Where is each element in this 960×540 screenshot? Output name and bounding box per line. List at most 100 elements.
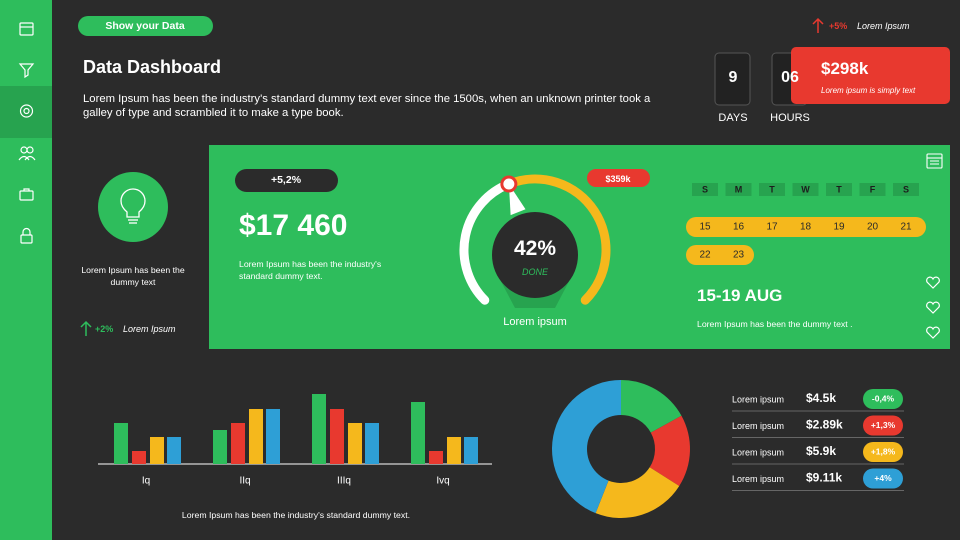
revenue-badge [235, 169, 338, 192]
calendar-date: 15 [699, 222, 711, 233]
weekday: S [903, 184, 909, 194]
gauge-arc [459, 179, 514, 305]
stat-badge [863, 389, 903, 409]
countdown-label: HOURS [770, 112, 810, 124]
bar [464, 437, 478, 464]
trend-up-icon [80, 320, 92, 336]
bar [249, 409, 263, 464]
stat-change: +1,8% [871, 446, 896, 456]
week-pill [686, 217, 926, 237]
gauge-track [504, 174, 611, 305]
weekday: T [769, 184, 775, 194]
trend-text: Lorem Ipsum [857, 21, 910, 31]
gauge-tag [587, 169, 650, 187]
trend-up-icon [812, 17, 824, 33]
calendar-date: 18 [800, 222, 812, 233]
heart-icons[interactable] [926, 276, 940, 339]
bar [150, 437, 164, 464]
show-data-button[interactable] [78, 16, 213, 36]
weekday-box [725, 183, 752, 196]
stat-badge [863, 468, 903, 489]
bar [429, 451, 443, 464]
gauge-status: DONE [521, 267, 549, 277]
weekday: S [702, 184, 708, 194]
revenue-text: Lorem Ipsum has been the industry's stan… [239, 259, 382, 281]
sidebar [0, 0, 52, 540]
sidebar-active[interactable] [0, 86, 52, 138]
stat-value: $9.11k [806, 471, 842, 485]
weekday-box [893, 183, 919, 196]
countdown-value: 9 [728, 69, 738, 86]
trend-value: +5% [829, 21, 848, 31]
x-tick-label: IIIq [337, 476, 351, 487]
page-description: Lorem Ipsum has been the industry's stan… [83, 93, 651, 119]
bar [411, 402, 425, 464]
donut-segment [621, 380, 682, 433]
week-pill [686, 245, 754, 265]
donut-segment [552, 380, 621, 514]
calendar-date: 22 [699, 250, 711, 261]
button-label[interactable]: Show your Data [105, 20, 185, 32]
x-tick-label: IIq [239, 476, 250, 487]
weekday-box [859, 183, 886, 196]
bar [132, 451, 146, 464]
stat-value: $2.89k [806, 418, 843, 432]
bar [266, 409, 280, 464]
price-card [791, 47, 950, 104]
gauge-marker [500, 175, 518, 193]
idea-trend: +2% [95, 324, 114, 334]
weekday-box [759, 183, 785, 196]
date-range: 15-19 AUG [697, 286, 783, 305]
calendar-date: 20 [867, 222, 879, 233]
countdown-box [714, 52, 751, 106]
bar [365, 423, 379, 464]
price-value: $298k [821, 59, 869, 78]
calendar-date: 16 [733, 222, 745, 233]
sidebar-icons[interactable] [18, 22, 36, 244]
bar [167, 437, 181, 464]
idea-trend-text: Lorem Ipsum [123, 324, 176, 334]
stat-label: Lorem ipsum [732, 447, 784, 457]
calendar-date: 19 [833, 222, 845, 233]
weekday-box [692, 183, 718, 196]
stat-badge [863, 442, 903, 462]
stat-value: $5.9k [806, 444, 836, 458]
weekday: W [801, 184, 810, 194]
bar [114, 423, 128, 464]
calendar-date: 21 [900, 222, 912, 233]
bar [312, 394, 326, 464]
bulb-icon [120, 188, 146, 224]
bar [213, 430, 227, 464]
revenue-badge-text: +5,2% [270, 174, 302, 186]
stat-label: Lorem ipsum [732, 394, 784, 404]
stat-value: $4.5k [806, 391, 836, 405]
x-tick-label: Iq [142, 476, 150, 487]
page-title: Data Dashboard [83, 57, 222, 77]
weekday: F [870, 184, 876, 194]
idea-text: Lorem Ipsum has been the dummy text [81, 265, 185, 287]
countdown-label: DAYS [718, 112, 748, 124]
bar [348, 423, 362, 464]
stat-label: Lorem ipsum [732, 474, 784, 484]
bar-caption: Lorem Ipsum has been the industry's stan… [181, 510, 411, 520]
bar [447, 437, 461, 464]
idea-circle [98, 172, 168, 242]
calendar-icon[interactable] [926, 153, 943, 169]
calendar-date: 23 [733, 250, 745, 261]
stat-change: +4% [874, 473, 892, 483]
weekday-box [826, 183, 852, 196]
price-text: Lorem ipsum is simply text [821, 86, 916, 95]
gauge-center [492, 212, 578, 298]
gauge-caption: Lorem ipsum [503, 316, 567, 328]
gauge-tag-text: $359k [605, 174, 631, 184]
weekday-box [792, 183, 819, 196]
donut-segment [649, 415, 690, 486]
stat-badge [863, 415, 903, 436]
x-tick-label: Ivq [436, 476, 449, 487]
bar [231, 423, 245, 464]
calendar-date: 17 [766, 222, 778, 233]
bar [330, 409, 344, 464]
calendar-text: Lorem Ipsum has been the dummy text . [697, 319, 853, 329]
